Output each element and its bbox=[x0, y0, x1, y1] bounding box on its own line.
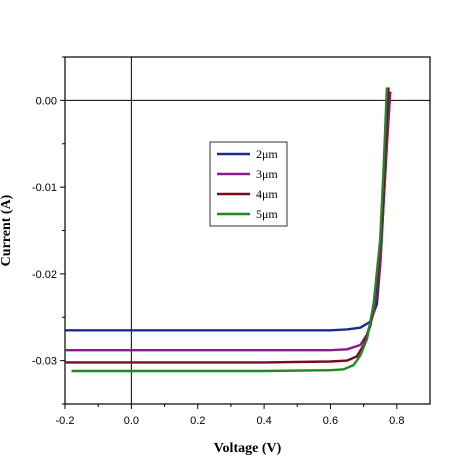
x-tick-label: -0.2 bbox=[56, 415, 75, 427]
series-line-4 bbox=[71, 87, 389, 373]
x-axis-label: Voltage (V) bbox=[214, 441, 282, 456]
plot-area bbox=[64, 56, 431, 405]
legend-box bbox=[209, 141, 288, 227]
legend-label: 2μm bbox=[256, 147, 278, 161]
y-tick-label: -0.03 bbox=[32, 356, 57, 368]
y-tick-label: 0.00 bbox=[36, 95, 57, 107]
x-tick-label: 0.6 bbox=[323, 415, 338, 427]
plot-frame bbox=[64, 56, 431, 405]
y-axis-ticks: 0.00 -0.01 -0.02 -0.03 bbox=[32, 56, 65, 405]
y-axis-label: Current (A) bbox=[0, 194, 14, 266]
y-tick-label: -0.01 bbox=[32, 182, 57, 194]
x-axis-ticks: -0.2 0.0 0.2 0.4 0.6 0.8 bbox=[56, 404, 404, 427]
x-tick-label: 0.4 bbox=[256, 415, 271, 427]
x-tick-label: 0.0 bbox=[124, 415, 139, 427]
x-tick-label: 0.2 bbox=[190, 415, 205, 427]
legend: 2μm 3μm 4μm 5μm bbox=[209, 141, 288, 227]
legend-label: 3μm bbox=[256, 167, 278, 181]
y-tick-label: -0.02 bbox=[32, 269, 57, 281]
series-layer bbox=[65, 87, 392, 373]
legend-label: 4μm bbox=[256, 187, 278, 201]
x-tick-label: 0.8 bbox=[389, 415, 404, 427]
legend-label: 5μm bbox=[256, 207, 278, 221]
